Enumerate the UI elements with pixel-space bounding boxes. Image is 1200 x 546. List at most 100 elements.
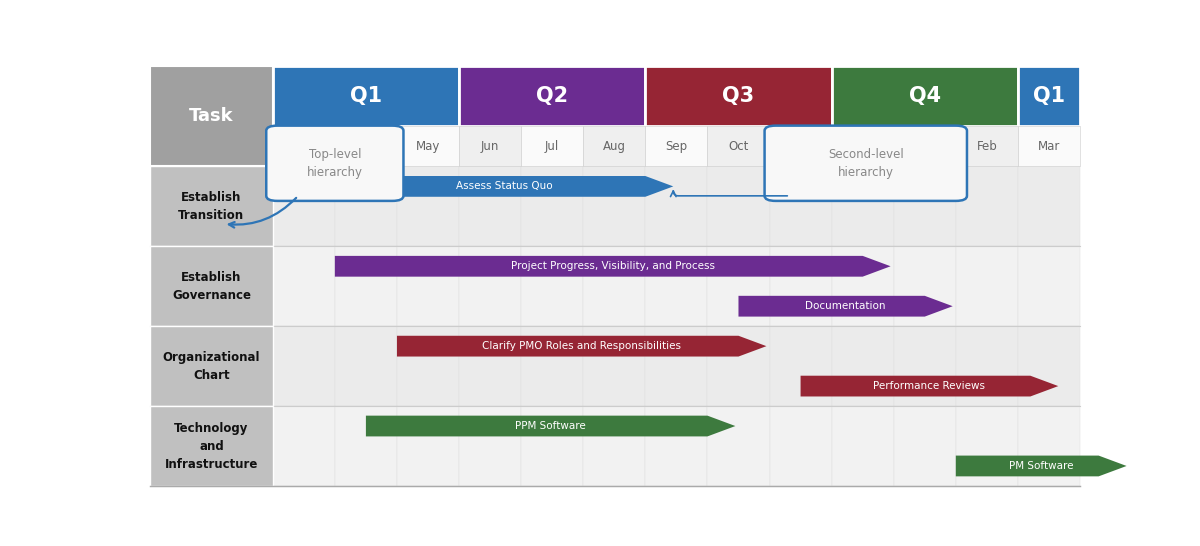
Bar [832,406,894,486]
Bar [894,246,956,326]
Text: Mar: Mar [1038,140,1060,153]
Text: Oct: Oct [728,140,749,153]
Bar [956,246,1018,326]
Bar [769,167,832,246]
Bar [646,326,708,406]
Text: May: May [416,140,440,153]
Bar [397,127,460,167]
Bar [646,127,708,167]
Text: Q1: Q1 [1033,86,1066,106]
Bar [1018,167,1080,246]
Bar [397,326,460,406]
Bar [708,127,769,167]
Bar [769,406,832,486]
Bar [272,326,335,406]
Text: Q1: Q1 [350,86,382,106]
Polygon shape [956,455,1127,476]
Text: Technology
and
Infrastructure: Technology and Infrastructure [164,422,258,471]
Bar [150,326,272,406]
Bar [769,326,832,406]
Text: PM Software: PM Software [1009,461,1074,471]
Text: Q3: Q3 [722,86,755,106]
Bar [335,326,397,406]
Bar [460,246,521,326]
Bar [272,167,335,246]
Text: Q4: Q4 [908,86,941,106]
Bar [460,127,521,167]
Bar [894,326,956,406]
Bar [1018,246,1080,326]
Bar [335,406,397,486]
Bar [708,406,769,486]
Text: Project Progress, Visibility, and Process: Project Progress, Visibility, and Proces… [511,262,715,271]
Text: Second-level
hierarchy: Second-level hierarchy [828,148,904,179]
Bar [894,406,956,486]
Bar [583,246,646,326]
Polygon shape [800,376,1058,396]
Text: Mar: Mar [293,140,314,153]
Text: Task: Task [190,107,234,125]
Bar [397,246,460,326]
Bar [460,326,521,406]
Bar [460,167,521,246]
Bar [708,246,769,326]
Bar [150,167,272,246]
Bar [521,167,583,246]
Bar [832,167,894,246]
Text: Establish
Governance: Establish Governance [172,271,251,302]
Bar [708,326,769,406]
Text: Jul: Jul [545,140,559,153]
Bar [521,246,583,326]
Text: Organizational
Chart: Organizational Chart [163,351,260,382]
Bar [646,66,832,127]
Bar [832,127,894,167]
Bar [335,127,397,167]
Bar [583,406,646,486]
FancyBboxPatch shape [266,126,403,201]
Bar [272,66,460,127]
Bar [583,127,646,167]
Bar [521,326,583,406]
Text: Top-level
hierarchy: Top-level hierarchy [307,148,362,179]
Bar [956,326,1018,406]
Text: Sep: Sep [665,140,688,153]
Text: Assess Status Quo: Assess Status Quo [456,181,552,192]
Bar [708,167,769,246]
Bar [150,246,272,326]
Bar [460,66,646,127]
Bar [521,406,583,486]
Bar [832,66,1018,127]
Text: Performance Reviews: Performance Reviews [874,381,985,391]
Bar [956,167,1018,246]
Text: Apr: Apr [355,140,376,153]
FancyBboxPatch shape [764,126,967,201]
Text: Jun: Jun [481,140,499,153]
Text: PPM Software: PPM Software [515,421,586,431]
Bar [769,246,832,326]
Bar [335,246,397,326]
Bar [272,246,335,326]
Text: Nov: Nov [790,140,812,153]
Bar [272,406,335,486]
Bar [335,167,397,246]
Bar [832,246,894,326]
Bar [832,326,894,406]
Bar [583,326,646,406]
Bar [583,167,646,246]
Text: Establish
Transition: Establish Transition [179,191,245,222]
Bar [956,406,1018,486]
Bar [397,167,460,246]
Text: Feb: Feb [977,140,997,153]
Text: Dec: Dec [851,140,874,153]
Text: Aug: Aug [602,140,625,153]
Polygon shape [397,336,767,357]
Bar [956,127,1018,167]
Bar [397,406,460,486]
Bar [894,167,956,246]
Polygon shape [366,416,736,436]
Bar [150,66,272,167]
Bar [646,167,708,246]
Polygon shape [335,256,890,277]
Bar [1018,406,1080,486]
Text: Q2: Q2 [536,86,569,106]
